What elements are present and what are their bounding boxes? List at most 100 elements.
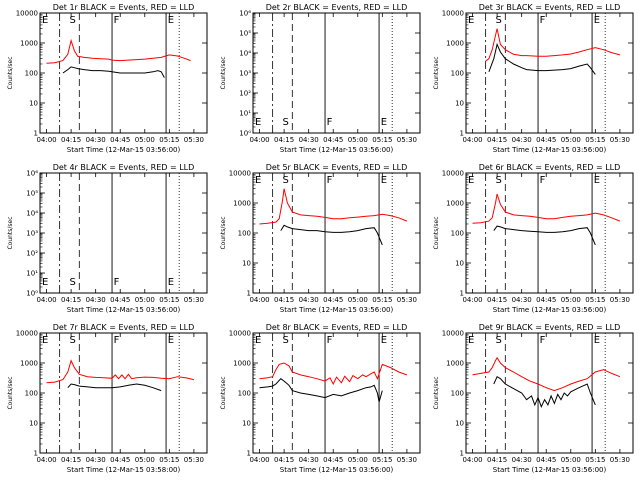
interval-marker-label: F <box>114 277 120 288</box>
y-tick-label: 10¹ <box>239 110 251 118</box>
x-tick-label: 05:00 <box>348 296 368 304</box>
plot-frame <box>252 12 421 134</box>
interval-marker-label: E <box>468 15 474 26</box>
plot-frame <box>465 332 634 454</box>
x-tick-label: 05:00 <box>135 456 155 464</box>
chart-panel-6: Det 6r BLACK = Events, RED = LLD Counts/s… <box>433 163 634 314</box>
y-tick-label: 1000 <box>446 360 464 368</box>
x-tick-label: 04:45 <box>110 136 130 144</box>
x-tick-label: 04:30 <box>299 296 319 304</box>
y-tick-label: 100 <box>451 70 464 78</box>
x-tick-label: 04:15 <box>274 136 294 144</box>
x-tick-label: 04:15 <box>61 456 81 464</box>
x-tick-label: 05:30 <box>184 136 204 144</box>
x-tick-label: 04:00 <box>462 296 482 304</box>
x-tick-label: 04:30 <box>86 296 106 304</box>
x-tick-label: 05:15 <box>585 136 605 144</box>
chart-title: Det 9r BLACK = Events, RED = LLD <box>479 323 621 332</box>
chart-title: Det 8r BLACK = Events, RED = LLD <box>266 323 408 332</box>
chart-title: Det 5r BLACK = Events, RED = LLD <box>266 163 408 172</box>
interval-marker-label: E <box>468 175 474 186</box>
interval-marker-label: F <box>327 335 333 346</box>
interval-marker-label: S <box>282 117 288 128</box>
y-axis-label: Counts/sec <box>433 376 440 409</box>
chart-title: Det 7r BLACK = Events, RED = LLD <box>53 323 195 332</box>
x-tick-label: 04:15 <box>487 136 507 144</box>
chart-panel-3: Det 3r BLACK = Events, RED = LLD Counts/s… <box>433 3 634 154</box>
plot-frame <box>39 172 208 294</box>
x-tick-label: 04:15 <box>487 296 507 304</box>
x-tick-label: 04:00 <box>249 456 269 464</box>
x-tick-label: 04:00 <box>462 136 482 144</box>
y-tick-label: 10000 <box>16 10 38 18</box>
x-tick-label: 04:15 <box>61 296 81 304</box>
series-line-red <box>472 356 621 392</box>
x-tick-label: 04:30 <box>512 296 532 304</box>
x-tick-label: 05:30 <box>397 296 417 304</box>
x-tick-label: 04:15 <box>487 456 507 464</box>
plot-frame <box>252 332 421 454</box>
y-tick-label: 10000 <box>442 170 464 178</box>
y-tick-label: 10000 <box>229 330 251 338</box>
chart-panel-2: Det 2r BLACK = Events, RED = LLD Counts/s… <box>220 3 421 154</box>
chart-panel-9: Det 9r BLACK = Events, RED = LLD Counts/s… <box>433 323 634 474</box>
y-tick-label: 10 <box>455 100 464 108</box>
x-tick-label: 05:30 <box>610 136 630 144</box>
series-line-black <box>62 66 165 78</box>
y-tick-label: 1000 <box>233 360 251 368</box>
y-tick-label: 100 <box>25 390 38 398</box>
interval-marker-label: S <box>495 175 501 186</box>
x-tick-label: 05:15 <box>159 456 179 464</box>
y-axis-label: Counts/sec <box>220 56 227 89</box>
y-axis-label: Counts/sec <box>7 376 14 409</box>
interval-marker-label: F <box>540 175 546 186</box>
x-tick-label: 04:00 <box>462 456 482 464</box>
interval-marker-label: F <box>114 15 120 26</box>
x-tick-label: 05:30 <box>184 296 204 304</box>
y-tick-label: 1 <box>247 450 251 458</box>
y-tick-label: 100 <box>451 390 464 398</box>
interval-marker-label: E <box>468 335 474 346</box>
x-tick-label: 05:15 <box>159 296 179 304</box>
y-tick-label: 10⁶ <box>26 170 38 178</box>
x-tick-label: 05:30 <box>610 296 630 304</box>
x-axis-label: Start Time (12-Mar-15 03:56:00) <box>493 466 607 474</box>
series-line-red <box>472 193 621 224</box>
x-tick-label: 04:15 <box>274 456 294 464</box>
x-tick-label: 04:45 <box>536 296 556 304</box>
x-tick-label: 05:15 <box>159 136 179 144</box>
series-line-black <box>259 378 383 403</box>
y-tick-label: 100 <box>238 390 251 398</box>
chart-panel-5: Det 5r BLACK = Events, RED = LLD Counts/s… <box>220 163 421 314</box>
x-tick-label: 04:15 <box>61 136 81 144</box>
plot-frame <box>39 332 208 454</box>
interval-marker-label: S <box>69 335 75 346</box>
y-tick-label: 100 <box>25 70 38 78</box>
interval-marker-label: E <box>594 335 600 346</box>
series-line-red <box>46 359 195 384</box>
x-tick-label: 05:30 <box>610 456 630 464</box>
x-axis-label: Start Time (12-Mar-15 03:56:00) <box>67 306 181 314</box>
series-line-red <box>259 188 408 225</box>
interval-marker-label: S <box>495 15 501 26</box>
x-tick-label: 04:00 <box>249 136 269 144</box>
interval-marker-label: S <box>282 335 288 346</box>
interval-marker-label: E <box>381 117 387 128</box>
x-tick-label: 05:15 <box>585 456 605 464</box>
x-tick-label: 05:15 <box>372 456 392 464</box>
interval-marker-label: F <box>114 335 120 346</box>
interval-marker-label: S <box>69 277 75 288</box>
y-tick-label: 10000 <box>442 10 464 18</box>
chart-panel-8: Det 8r BLACK = Events, RED = LLD Counts/s… <box>220 323 421 474</box>
y-axis-label: Counts/sec <box>220 216 227 249</box>
x-tick-label: 04:30 <box>86 456 106 464</box>
interval-marker-label: F <box>540 335 546 346</box>
y-tick-label: 100 <box>238 230 251 238</box>
x-tick-label: 04:45 <box>323 456 343 464</box>
y-axis-label: Counts/sec <box>433 56 440 89</box>
y-tick-label: 10³ <box>26 230 38 238</box>
x-axis-label: Start Time (12-Mar-15 03:56:00) <box>67 146 181 154</box>
interval-marker-label: E <box>255 117 261 128</box>
chart-panel-7: Det 7r BLACK = Events, RED = LLD Counts/s… <box>7 323 208 474</box>
x-tick-label: 04:45 <box>110 296 130 304</box>
